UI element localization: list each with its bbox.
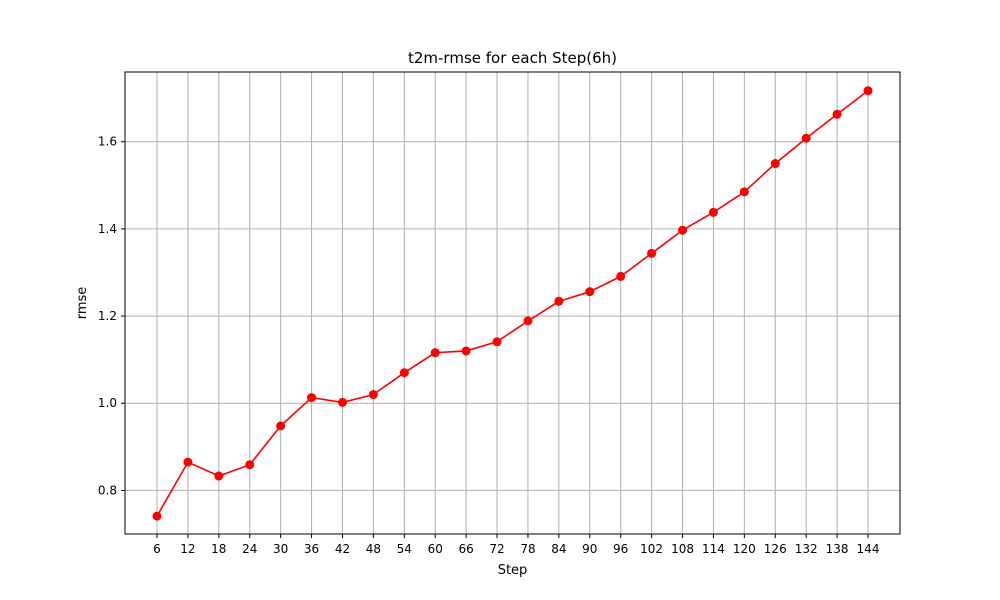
x-tick-label: 96	[613, 542, 628, 556]
y-tick-label: 1.6	[98, 135, 117, 149]
x-tick-label: 102	[640, 542, 663, 556]
series-group	[152, 86, 873, 521]
data-point	[523, 316, 533, 326]
data-point	[399, 368, 409, 378]
x-tick-label: 36	[304, 542, 319, 556]
x-tick-label: 84	[551, 542, 566, 556]
data-point	[461, 346, 471, 356]
data-point	[337, 397, 347, 407]
data-point	[492, 337, 502, 347]
x-tick-label: 42	[335, 542, 350, 556]
x-tick-label: 66	[458, 542, 473, 556]
x-tick-label: 60	[428, 542, 443, 556]
x-tick-label: 78	[520, 542, 535, 556]
x-tick-label: 132	[795, 542, 818, 556]
x-tick-label: 48	[366, 542, 381, 556]
series-line	[156, 90, 869, 517]
x-tick-label: 144	[857, 542, 880, 556]
data-point	[554, 296, 564, 306]
y-axis: 0.8 1.0 1.2 1.4 1.6	[98, 135, 125, 497]
data-point	[863, 86, 873, 96]
data-point	[307, 393, 317, 403]
data-point	[647, 248, 657, 258]
x-tick-label: 120	[733, 542, 756, 556]
data-point	[616, 271, 626, 281]
chart-title: t2m-rmse for each Step(6h)	[408, 49, 617, 67]
data-point	[832, 109, 842, 119]
x-tick-label: 126	[764, 542, 787, 556]
x-tick-label: 30	[273, 542, 288, 556]
data-point	[801, 133, 811, 143]
data-point	[585, 287, 595, 297]
x-tick-label: 72	[489, 542, 504, 556]
x-tick-label: 6	[153, 542, 161, 556]
x-tick-label: 90	[582, 542, 597, 556]
x-axis-label: Step	[498, 563, 528, 578]
data-point	[368, 390, 378, 400]
x-tick-label: 18	[211, 542, 226, 556]
data-point	[183, 457, 193, 467]
x-tick-label: 12	[180, 542, 195, 556]
x-tick-label: 138	[826, 542, 849, 556]
data-point	[152, 511, 162, 521]
plot-area	[124, 71, 901, 535]
y-tick-label: 1.2	[98, 309, 117, 323]
x-tick-label: 108	[671, 542, 694, 556]
data-point	[708, 207, 718, 217]
y-tick-label: 1.4	[98, 222, 117, 236]
data-point	[770, 159, 780, 169]
x-tick-label: 114	[702, 542, 725, 556]
data-point	[430, 348, 440, 358]
y-axis-label: rmse	[75, 287, 90, 320]
y-tick-label: 0.8	[98, 483, 117, 497]
data-point	[739, 187, 749, 197]
data-point	[245, 460, 255, 470]
y-tick-label: 1.0	[98, 396, 117, 410]
x-tick-label: 54	[397, 542, 412, 556]
data-point	[678, 225, 688, 235]
data-point	[214, 471, 224, 481]
x-tick-label: 24	[242, 542, 257, 556]
x-axis: 6 12 18 24 30 36 42 48 54 60 66 72 78 84 90 96 102 108 114…	[153, 534, 879, 556]
data-point	[276, 421, 286, 431]
